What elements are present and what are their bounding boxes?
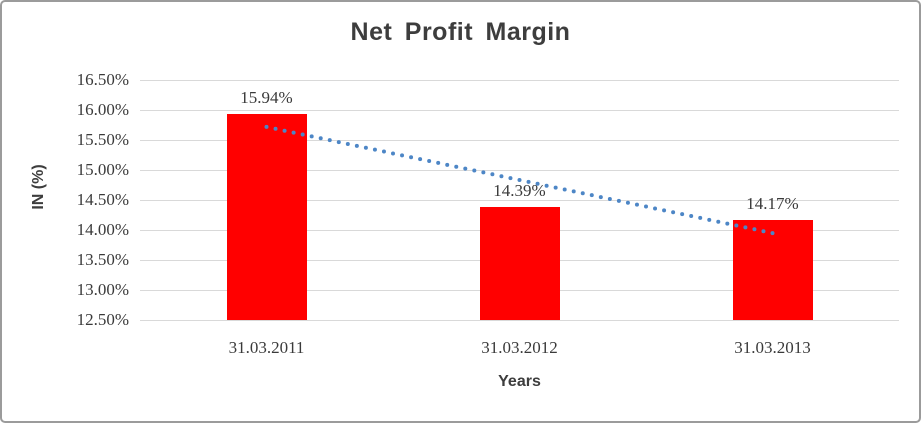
y-tick-label: 14.00% xyxy=(76,220,129,239)
data-label: 14.17% xyxy=(746,193,799,213)
x-axis-title: Years xyxy=(498,373,541,390)
y-tick-label: 14.50% xyxy=(76,190,129,209)
gridline xyxy=(140,200,899,201)
plot-area xyxy=(140,80,899,321)
gridline xyxy=(140,110,899,111)
y-tick-label: 15.50% xyxy=(76,130,129,149)
x-tick-label: 31.03.2013 xyxy=(734,338,811,357)
y-tick-label: 16.50% xyxy=(76,70,129,89)
data-label: 14.39% xyxy=(493,180,546,200)
bar-31.03.2013 xyxy=(732,219,813,320)
gridline xyxy=(140,140,899,141)
y-tick-label: 13.50% xyxy=(76,250,129,269)
y-tick-label: 12.50% xyxy=(76,310,129,329)
y-tick-label: 16.00% xyxy=(76,100,129,119)
x-tick-label: 31.03.2011 xyxy=(228,338,305,357)
chart-title: Net Profit Margin xyxy=(350,18,571,46)
gridline xyxy=(140,80,899,81)
gridline xyxy=(140,170,899,171)
x-tick-label: 31.03.2012 xyxy=(481,338,558,357)
data-label: 15.94% xyxy=(240,87,293,107)
bar-31.03.2012 xyxy=(479,206,560,320)
bar-31.03.2011 xyxy=(226,113,307,320)
gridline xyxy=(140,320,899,321)
y-tick-label: 13.00% xyxy=(76,280,129,299)
y-tick-label: 15.00% xyxy=(76,160,129,179)
